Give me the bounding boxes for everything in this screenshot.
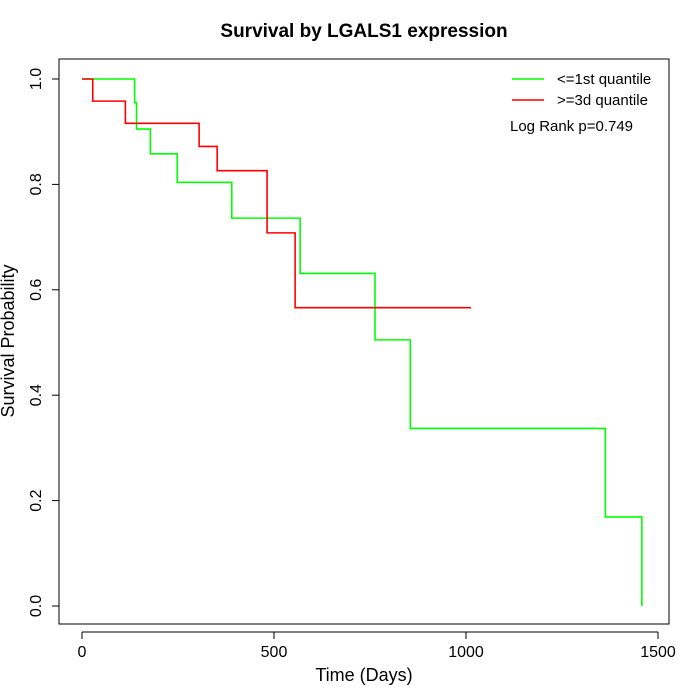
legend-label-high: >=3d quantile	[557, 92, 648, 109]
y-tick-label: 0.0	[28, 595, 45, 617]
survival-curves	[82, 78, 643, 606]
x-tick-label: 1500	[640, 644, 676, 661]
y-tick-label: 0.6	[28, 279, 45, 301]
y-tick-label: 0.8	[28, 173, 45, 195]
survival-curve-low	[82, 78, 643, 606]
y-axis: 0.0 0.2 0.4 0.6 0.8 1.0	[28, 68, 60, 617]
x-tick-label: 0	[78, 644, 87, 661]
x-axis-label: Time (Days)	[315, 665, 412, 685]
y-tick-label: 0.2	[28, 489, 45, 511]
y-axis-label: Survival Probability	[0, 264, 18, 417]
chart-title: Survival by LGALS1 expression	[220, 21, 507, 42]
y-tick-label: 0.4	[28, 384, 45, 406]
legend: <=1st quantile >=3d quantile	[512, 71, 651, 109]
survival-curve-high	[82, 78, 471, 309]
y-tick-label: 1.0	[28, 68, 45, 90]
x-tick-label: 1000	[448, 644, 484, 661]
log-rank-annotation: Log Rank p=0.749	[510, 118, 633, 135]
x-tick-label: 500	[261, 644, 288, 661]
x-axis: 0 500 1000 1500	[78, 631, 676, 661]
legend-label-low: <=1st quantile	[557, 71, 651, 88]
